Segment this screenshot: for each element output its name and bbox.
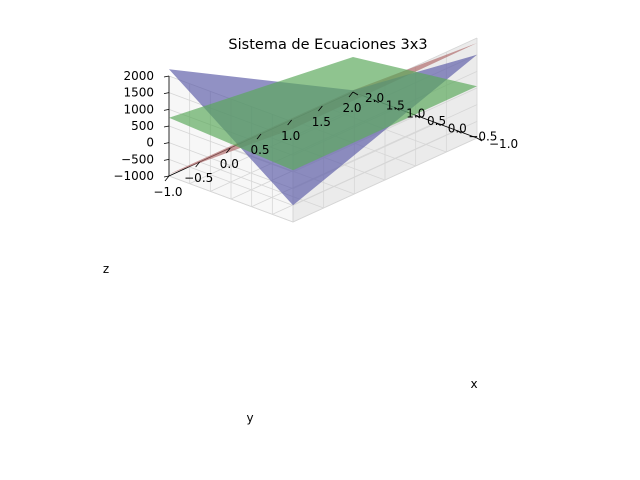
z-tick-label: 1500 (123, 86, 154, 100)
y-tick-mark (476, 137, 483, 142)
y-tick-mark (456, 129, 462, 134)
z-tick-mark (163, 175, 170, 178)
x-tick-label: −1.0 (153, 185, 182, 199)
y-tick-mark (394, 106, 400, 111)
x-tick-mark (287, 119, 292, 126)
y-tick-mark (373, 99, 379, 104)
z-tick-mark (163, 92, 170, 95)
z-tick-mark (163, 142, 170, 145)
x-axis-label: x (470, 377, 477, 391)
x-tick-mark (195, 161, 200, 168)
x-tick-label: −0.5 (184, 171, 213, 185)
x-tick-mark (348, 91, 354, 98)
z-axis-label: z (103, 262, 109, 276)
z-tick-mark (163, 108, 170, 111)
x-tick-label: 2.0 (342, 101, 361, 115)
y-tick-label: −1.0 (489, 137, 518, 151)
x-tick-mark (226, 147, 231, 154)
z-tick-label: −500 (121, 152, 154, 166)
x-tick-label: 1.0 (281, 129, 300, 143)
y-tick-mark (414, 114, 421, 119)
chart-title: Sistema de Ecuaciones 3x3 (228, 37, 427, 53)
z-tick-label: 2000 (123, 69, 154, 83)
z-tick-label: 0 (146, 136, 154, 150)
x-tick-label: 0.5 (250, 143, 269, 157)
y-tick-label: 0.5 (427, 114, 446, 128)
tick-marks: −1.0−0.50.00.51.01.52.0−1.0−0.50.00.51.0… (113, 69, 518, 199)
z-tick-label: 500 (131, 119, 154, 133)
z-tick-label: 1000 (123, 102, 154, 116)
y-tick-label: −0.5 (468, 129, 497, 143)
y-axis-label: y (246, 411, 253, 425)
y-tick-label: 0.0 (448, 122, 467, 136)
y-tick-label: 2.0 (365, 91, 384, 105)
x-tick-label: 1.5 (312, 115, 331, 129)
z-tick-mark (163, 158, 170, 161)
y-tick-mark (352, 91, 359, 96)
x-tick-mark (164, 175, 170, 182)
x-tick-label: 0.0 (220, 157, 239, 171)
z-tick-mark (163, 125, 170, 128)
x-tick-mark (256, 133, 262, 140)
plane-surfaces (169, 43, 477, 206)
z-tick-label: −1000 (113, 169, 154, 183)
y-tick-mark (435, 122, 441, 127)
z-tick-mark (163, 75, 170, 78)
y-tick-label: 1.0 (406, 106, 425, 120)
plane-surface-3 (169, 57, 477, 171)
y-tick-label: 1.5 (386, 99, 405, 113)
x-tick-mark (318, 105, 323, 112)
